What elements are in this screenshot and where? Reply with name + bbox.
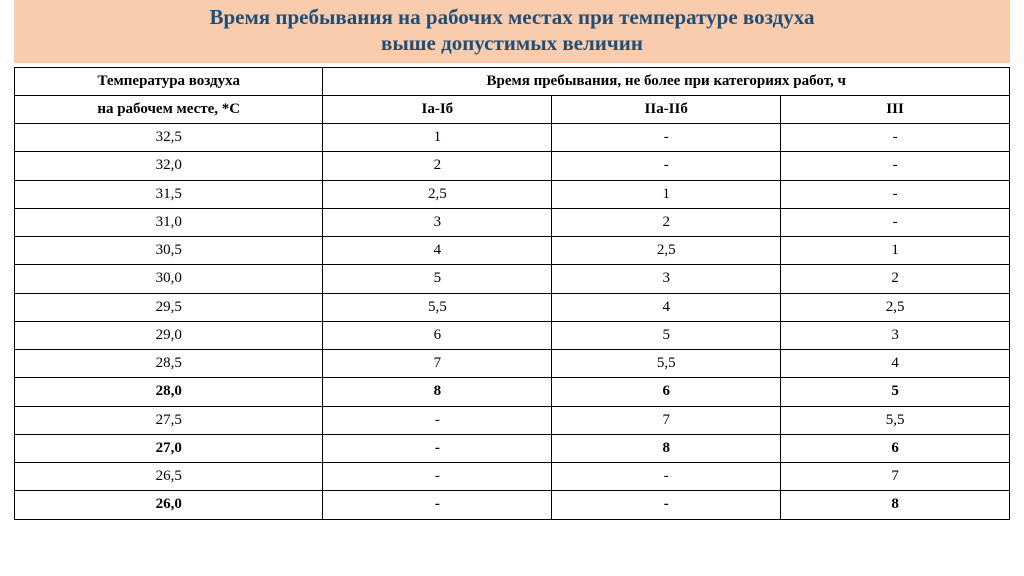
- table-cell: 6: [552, 378, 781, 406]
- page-title-line2: выше допустимых величин: [14, 30, 1010, 56]
- table-cell: 3: [323, 208, 552, 236]
- table-cell: 5,5: [781, 406, 1010, 434]
- table-cell: -: [323, 406, 552, 434]
- table-cell: 27,5: [15, 406, 323, 434]
- table-cell: -: [323, 434, 552, 462]
- table-row: 29,55,542,5: [15, 293, 1010, 321]
- table-cell: 31,5: [15, 180, 323, 208]
- table-cell: 1: [323, 124, 552, 152]
- table-cell: 7: [781, 463, 1010, 491]
- table-row: 27,0-86: [15, 434, 1010, 462]
- table-cell: 30,5: [15, 237, 323, 265]
- table-cell: 28,5: [15, 350, 323, 378]
- table-cell: 3: [552, 265, 781, 293]
- table-cell: 2,5: [323, 180, 552, 208]
- table-cell: -: [781, 180, 1010, 208]
- table-cell: -: [552, 491, 781, 519]
- table-cell: 4: [781, 350, 1010, 378]
- table-row: 30,0532: [15, 265, 1010, 293]
- table-cell: 29,5: [15, 293, 323, 321]
- table-cell: -: [323, 463, 552, 491]
- table-cell: 2: [552, 208, 781, 236]
- table-cell: 8: [323, 378, 552, 406]
- table-cell: 5,5: [323, 293, 552, 321]
- table-cell: 31,0: [15, 208, 323, 236]
- table-body: 32,51--32,02--31,52,51-31,032-30,542,513…: [15, 124, 1010, 520]
- table-cell: 6: [323, 321, 552, 349]
- th-sub-temp: на рабочем месте, *С: [15, 95, 323, 123]
- table-cell: 32,5: [15, 124, 323, 152]
- table-cell: 2: [781, 265, 1010, 293]
- table-cell: -: [781, 124, 1010, 152]
- table-cell: 28,0: [15, 378, 323, 406]
- table-cell: 5: [323, 265, 552, 293]
- table-cell: 7: [552, 406, 781, 434]
- th-time-group: Время пребывания, не более при категория…: [323, 67, 1010, 95]
- table-cell: 1: [552, 180, 781, 208]
- table-cell: 4: [323, 237, 552, 265]
- table-cell: 27,0: [15, 434, 323, 462]
- table-row: 28,575,54: [15, 350, 1010, 378]
- table-cell: 4: [552, 293, 781, 321]
- page-title-bar: Время пребывания на рабочих местах при т…: [14, 0, 1010, 63]
- table-cell: 3: [781, 321, 1010, 349]
- table-row: 27,5-75,5: [15, 406, 1010, 434]
- table-cell: -: [552, 152, 781, 180]
- table-cell: 8: [781, 491, 1010, 519]
- table-cell: 8: [552, 434, 781, 462]
- table-cell: 6: [781, 434, 1010, 462]
- table-cell: 32,0: [15, 152, 323, 180]
- table-row: 32,02--: [15, 152, 1010, 180]
- table-cell: 7: [323, 350, 552, 378]
- th-cat2: IIа-IIб: [552, 95, 781, 123]
- table-cell: -: [781, 208, 1010, 236]
- table-cell: -: [552, 463, 781, 491]
- table-row: 26,5--7: [15, 463, 1010, 491]
- table-cell: 5: [781, 378, 1010, 406]
- table-cell: -: [781, 152, 1010, 180]
- table-row: 28,0865: [15, 378, 1010, 406]
- table-cell: 1: [781, 237, 1010, 265]
- table-cell: 30,0: [15, 265, 323, 293]
- th-cat1: Iа-Iб: [323, 95, 552, 123]
- table-cell: 2,5: [552, 237, 781, 265]
- table-row: 29,0653: [15, 321, 1010, 349]
- table-row: 30,542,51: [15, 237, 1010, 265]
- table-cell: 5: [552, 321, 781, 349]
- table-cell: 2,5: [781, 293, 1010, 321]
- table-row: 31,032-: [15, 208, 1010, 236]
- table-cell: 26,5: [15, 463, 323, 491]
- table-row: 32,51--: [15, 124, 1010, 152]
- table-cell: -: [323, 491, 552, 519]
- table-cell: -: [552, 124, 781, 152]
- page-title-line1: Время пребывания на рабочих местах при т…: [14, 4, 1010, 30]
- table-cell: 29,0: [15, 321, 323, 349]
- table-cell: 26,0: [15, 491, 323, 519]
- th-temp: Температура воздуха: [15, 67, 323, 95]
- table-row: 26,0--8: [15, 491, 1010, 519]
- table-cell: 2: [323, 152, 552, 180]
- th-cat3: III: [781, 95, 1010, 123]
- table-row: 31,52,51-: [15, 180, 1010, 208]
- exposure-table: Температура воздуха Время пребывания, не…: [14, 67, 1010, 520]
- table-cell: 5,5: [552, 350, 781, 378]
